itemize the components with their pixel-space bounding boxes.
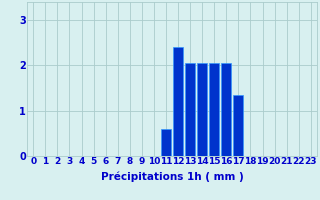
Bar xyxy=(197,63,207,156)
Bar xyxy=(233,95,244,156)
Bar xyxy=(221,63,231,156)
Bar xyxy=(161,129,171,156)
Bar xyxy=(185,63,195,156)
X-axis label: Précipitations 1h ( mm ): Précipitations 1h ( mm ) xyxy=(100,172,244,182)
Bar xyxy=(173,47,183,156)
Bar xyxy=(209,63,220,156)
